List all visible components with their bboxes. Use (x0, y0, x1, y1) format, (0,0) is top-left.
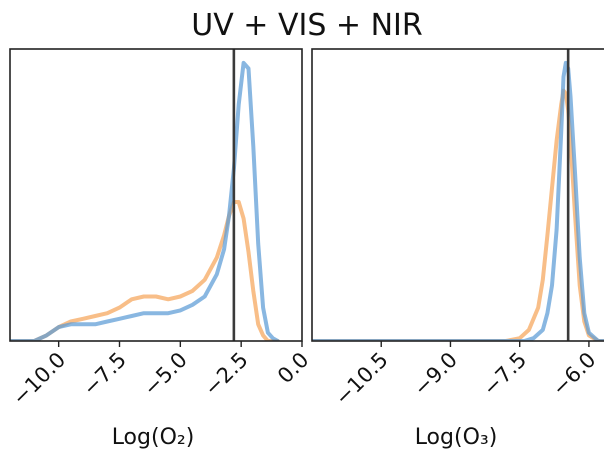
figure-title: UV + VIS + NIR (191, 8, 422, 43)
x-tick-label: 0.0 (273, 348, 314, 389)
series-blue (312, 60, 604, 341)
x-tick-label: −2.5 (200, 348, 253, 401)
x-tick-label: −10.5 (330, 348, 392, 410)
plot-marks (10, 49, 280, 341)
x-axis-label: Log(O₃) (415, 425, 498, 450)
plot-frame (311, 48, 604, 342)
x-tick-label: −7.5 (78, 348, 131, 401)
panel-log-o2: Log(O₂) −10.0 −7.5 −5.0 −2.5 0.0 (8, 48, 314, 450)
x-axis-label: Log(O₂) (112, 425, 195, 450)
plot-frame (9, 48, 303, 342)
plot-marks (312, 49, 604, 341)
x-tick-label: −6.0 (547, 348, 600, 401)
x-tick-label: −5.0 (139, 348, 192, 401)
series-orange (10, 200, 280, 341)
x-tick-label: −9.0 (409, 348, 462, 401)
x-tick-label: −7.5 (478, 348, 531, 401)
series-blue (10, 60, 280, 341)
x-tick-label: −10.0 (8, 348, 70, 410)
panel-log-o3: Log(O₃) −10.5 −9.0 −7.5 −6.0 (311, 48, 604, 450)
